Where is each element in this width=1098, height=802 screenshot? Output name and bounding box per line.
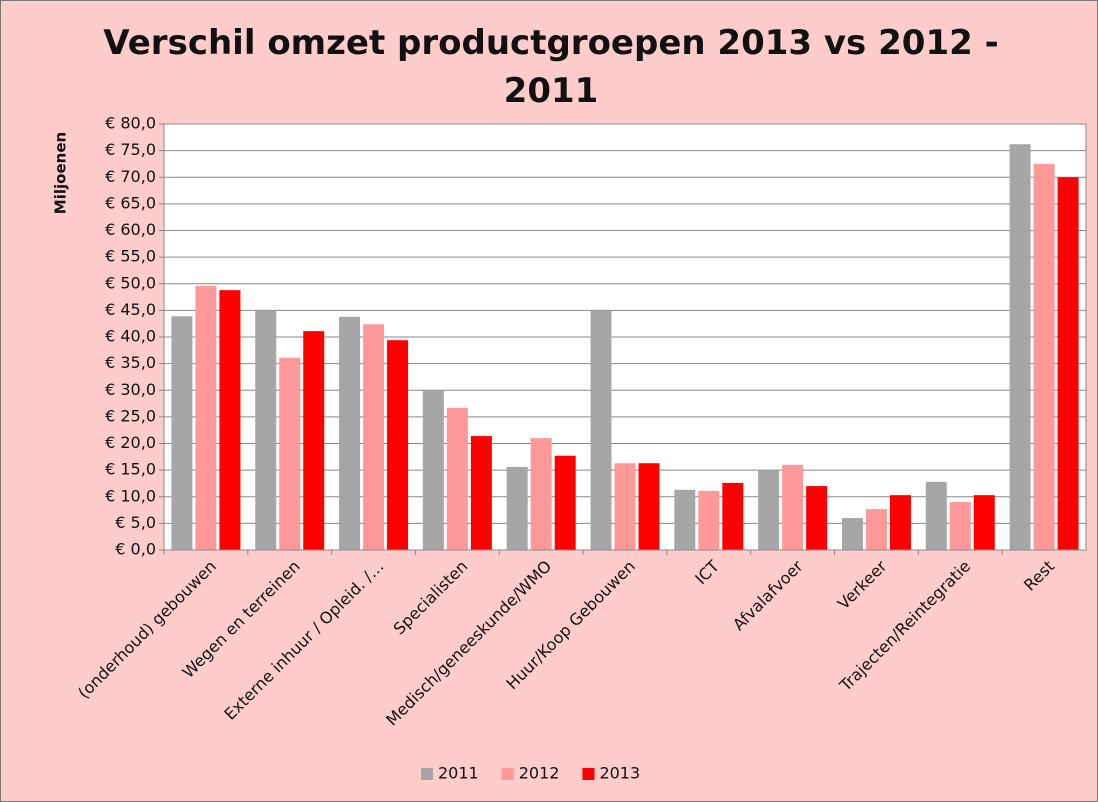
bar [530, 438, 552, 550]
bar [303, 331, 325, 550]
y-tick-label: € 5,0 [115, 513, 156, 532]
bar [1009, 144, 1031, 551]
bar [949, 502, 971, 550]
legend-label: 2013 [599, 764, 640, 783]
bar [865, 508, 887, 550]
bar [1033, 163, 1055, 550]
legend-swatch [501, 768, 514, 780]
bar [446, 407, 468, 550]
y-tick-label: € 25,0 [105, 406, 156, 425]
x-tick-label: ICT [691, 556, 723, 588]
bar [363, 324, 385, 550]
bar [171, 316, 193, 550]
bar [554, 455, 576, 550]
x-tick-label: Afvalafvoer [729, 556, 807, 634]
y-tick-label: € 30,0 [105, 380, 156, 399]
y-tick-label: € 45,0 [105, 300, 156, 319]
bar [698, 490, 720, 550]
x-tick-label: Specialisten [390, 557, 472, 639]
y-tick-label: € 80,0 [105, 114, 156, 133]
y-tick-label: € 75,0 [105, 140, 156, 159]
x-tick-label: Externe inhuur / Opleid. /… [220, 557, 387, 724]
y-tick-label: € 15,0 [105, 460, 156, 479]
x-tick-label: (onderhoud) gebouwen [74, 557, 220, 703]
bar [1057, 177, 1079, 550]
bar [722, 482, 744, 550]
bar [782, 464, 804, 550]
y-tick-label: € 0,0 [115, 540, 156, 559]
bar [255, 310, 277, 550]
y-tick-label: € 65,0 [105, 193, 156, 212]
y-tick-label: € 50,0 [105, 273, 156, 292]
bar [758, 470, 780, 550]
y-tick-label: € 70,0 [105, 167, 156, 186]
bar [387, 340, 409, 550]
bar [925, 481, 947, 550]
legend-swatch [421, 768, 433, 780]
bar [279, 357, 301, 550]
legend-label: 2011 [438, 764, 479, 783]
bar [973, 495, 995, 550]
bar [889, 495, 911, 550]
x-tick-label: Verkeer [834, 556, 891, 613]
bar [506, 466, 528, 550]
y-tick-label: € 35,0 [105, 353, 156, 372]
legend-swatch [582, 768, 595, 780]
chart-title: Verschil omzet productgroepen 2013 vs 20… [103, 23, 999, 111]
bar [806, 486, 828, 550]
y-tick-label: € 60,0 [105, 220, 156, 239]
x-tick-label: Rest [1020, 557, 1058, 595]
bar [841, 518, 863, 550]
bar [590, 310, 612, 550]
bar [422, 390, 444, 550]
y-axis-label: Miljoenen [52, 132, 70, 214]
y-tick-label: € 10,0 [105, 486, 156, 505]
bar [674, 489, 696, 550]
bar [638, 463, 660, 550]
bar [470, 436, 492, 550]
bar [614, 463, 636, 550]
bar [339, 316, 361, 550]
bar [195, 285, 217, 550]
y-tick-label: € 40,0 [105, 327, 156, 346]
x-tick-label: Medisch/geneeskunde/WMO [382, 557, 555, 730]
legend-label: 2012 [519, 764, 560, 783]
y-tick-label: € 20,0 [105, 433, 156, 452]
y-tick-label: € 55,0 [105, 247, 156, 266]
bar [219, 290, 241, 550]
